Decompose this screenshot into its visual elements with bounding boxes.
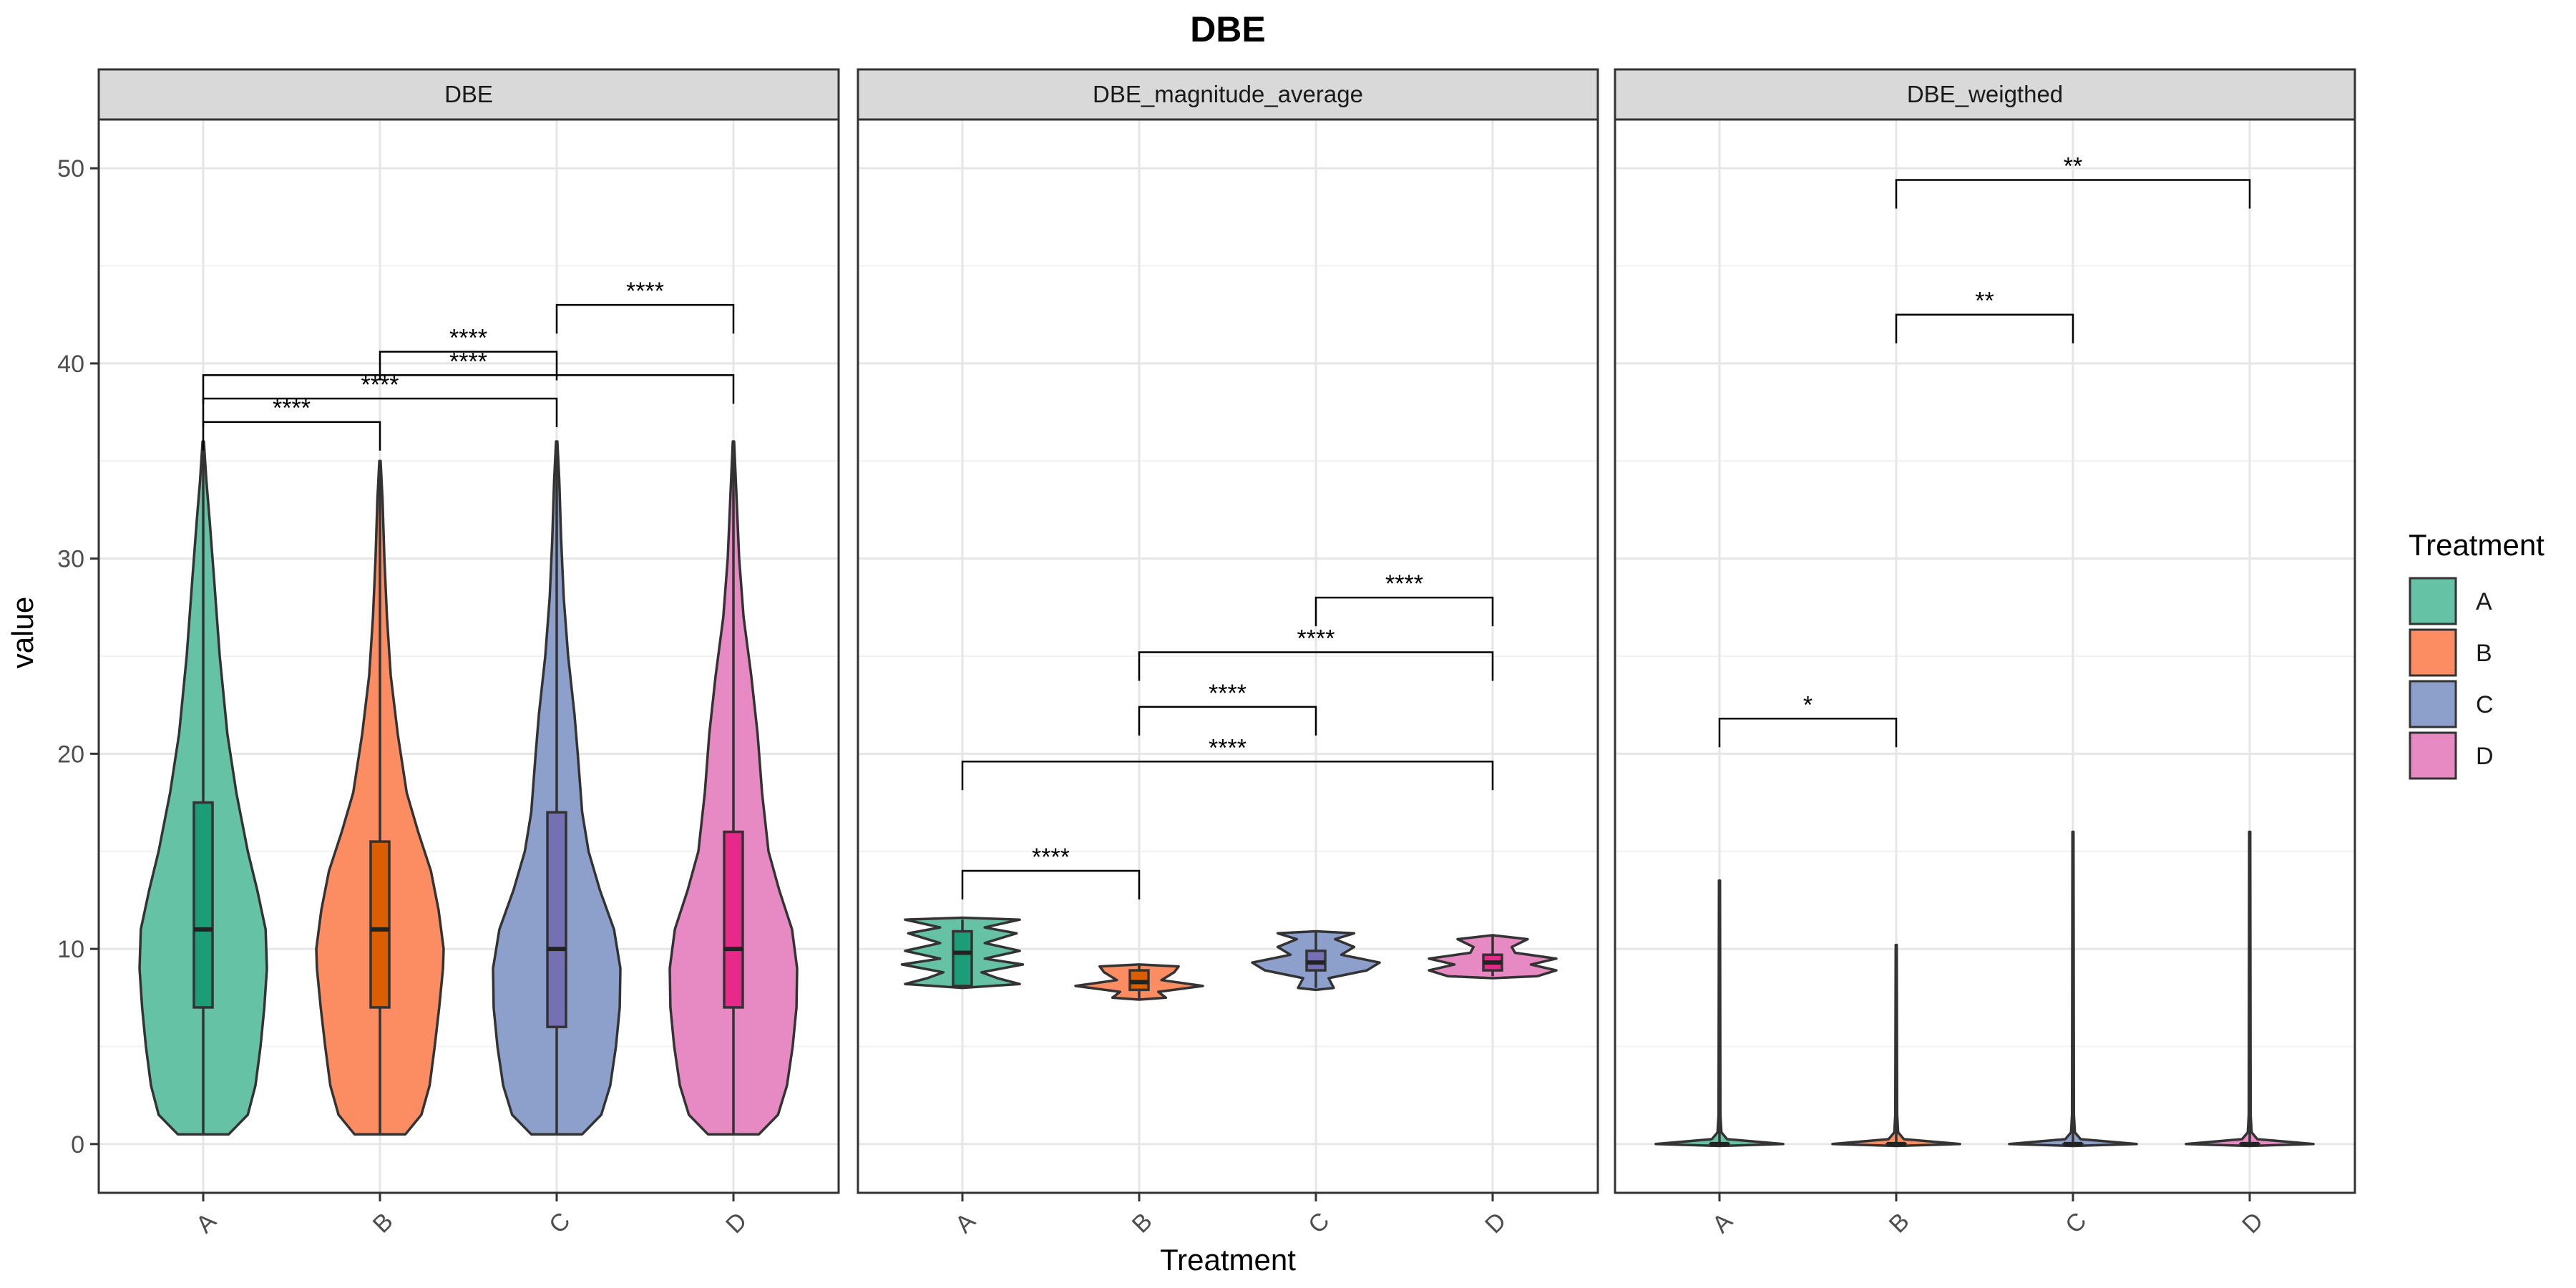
strip-label: DBE <box>444 81 493 107</box>
bracket-label: **** <box>1385 570 1423 597</box>
legend-item-C: C <box>2409 680 2494 728</box>
bracket-label: **** <box>1209 680 1246 707</box>
significance-bracket: **** <box>961 844 1141 899</box>
bracket-line <box>202 397 558 427</box>
significance-bracket: **** <box>961 734 1494 791</box>
bracket-label: **** <box>1032 844 1070 871</box>
violin-group-D <box>668 440 799 1136</box>
panel-DBE_magnitude_average: **** **** **** **** **** DBE_magnitude_averag… <box>857 68 1599 1239</box>
x-tick-label: D <box>1480 1207 1511 1239</box>
violin-group-C <box>1251 930 1381 992</box>
y-tick-label: 0 <box>71 1131 84 1158</box>
bracket-label: * <box>1803 691 1813 718</box>
legend-key <box>2409 628 2457 677</box>
bracket-line <box>1314 596 1494 627</box>
y-tick-label: 10 <box>57 936 84 963</box>
legend-item-D: D <box>2409 731 2494 780</box>
chart-title: DBE <box>1190 9 1266 49</box>
legend-key <box>2409 731 2457 780</box>
x-axis-label: Treatment <box>1160 1243 1296 1277</box>
strip-label: DBE_magnitude_average <box>1093 81 1363 107</box>
strip-label: DBE_weigthed <box>1907 81 2063 107</box>
significance-bracket: **** <box>555 278 735 334</box>
bracket-line <box>1138 651 1494 681</box>
legend-label: A <box>2476 588 2492 615</box>
bracket-label: **** <box>449 325 487 352</box>
violin-group-B <box>1074 963 1204 1001</box>
x-tick-label: D <box>2237 1207 2268 1239</box>
violin-group-C <box>492 440 622 1136</box>
bracket-label: ** <box>1975 288 1994 315</box>
x-tick-label: A <box>950 1208 981 1239</box>
legend-label: B <box>2476 640 2492 667</box>
bracket-label: ** <box>2064 153 2082 180</box>
legend-key <box>2409 577 2457 625</box>
x-tick-label: D <box>721 1207 752 1239</box>
violin-group-A <box>138 440 268 1136</box>
bracket-line <box>1895 179 2251 209</box>
bracket-line <box>555 303 735 334</box>
y-tick-label: 20 <box>57 741 84 768</box>
x-tick-label: C <box>2060 1207 2092 1239</box>
box-C <box>546 811 567 1028</box>
x-tick-label: B <box>1127 1208 1158 1239</box>
y-axis-label: value <box>6 597 39 668</box>
bracket-line <box>961 869 1141 899</box>
legend-label: C <box>2476 691 2494 718</box>
x-tick-label: C <box>544 1207 575 1239</box>
significance-bracket: **** <box>379 325 558 381</box>
box-A <box>952 930 973 987</box>
significance-bracket: **** <box>1138 680 1317 736</box>
violin-group-A <box>1654 879 1785 1148</box>
violin-group-C <box>2008 830 2138 1148</box>
significance-bracket: ** <box>1895 153 2251 209</box>
legend-item-B: B <box>2409 628 2492 677</box>
box-D <box>723 830 744 1009</box>
x-tick-label: A <box>1707 1208 1738 1239</box>
bracket-line <box>202 421 381 451</box>
bracket-label: **** <box>1209 734 1246 761</box>
significance-bracket: **** <box>1138 625 1494 681</box>
bracket-line <box>961 761 1494 791</box>
y-tick-label: 30 <box>57 546 84 573</box>
violin-group-B <box>1831 943 1961 1148</box>
bracket-line <box>202 374 735 404</box>
violin-group-B <box>315 459 445 1136</box>
strip-background <box>1614 68 2356 121</box>
legend-key <box>2409 680 2457 728</box>
x-tick-label: A <box>191 1208 222 1239</box>
significance-bracket: * <box>1718 691 1898 748</box>
x-tick-label: B <box>1884 1208 1915 1239</box>
x-tick-label: C <box>1303 1207 1335 1239</box>
x-tick-label: B <box>368 1208 399 1239</box>
bracket-line <box>1895 313 2074 343</box>
strip-background <box>97 68 840 121</box>
bracket-line <box>379 351 558 381</box>
strip-background <box>857 68 1599 121</box>
bracket-label: **** <box>626 278 664 305</box>
significance-bracket: ** <box>1895 288 2074 343</box>
bracket-line <box>1718 718 1898 748</box>
y-tick-label: 50 <box>57 155 84 182</box>
bracket-label: **** <box>1297 625 1335 653</box>
legend-title: Treatment <box>2409 528 2545 562</box>
y-tick-label: 40 <box>57 351 84 378</box>
bracket-line <box>1138 706 1317 736</box>
violin-group-D <box>1428 934 1558 980</box>
box-A <box>192 801 214 1009</box>
legend-item-A: A <box>2409 577 2492 625</box>
box-B <box>369 840 391 1009</box>
significance-bracket: **** <box>1314 570 1494 627</box>
violin-group-D <box>2185 830 2315 1148</box>
violin-group-A <box>900 916 1025 990</box>
legend-label: D <box>2476 743 2494 770</box>
